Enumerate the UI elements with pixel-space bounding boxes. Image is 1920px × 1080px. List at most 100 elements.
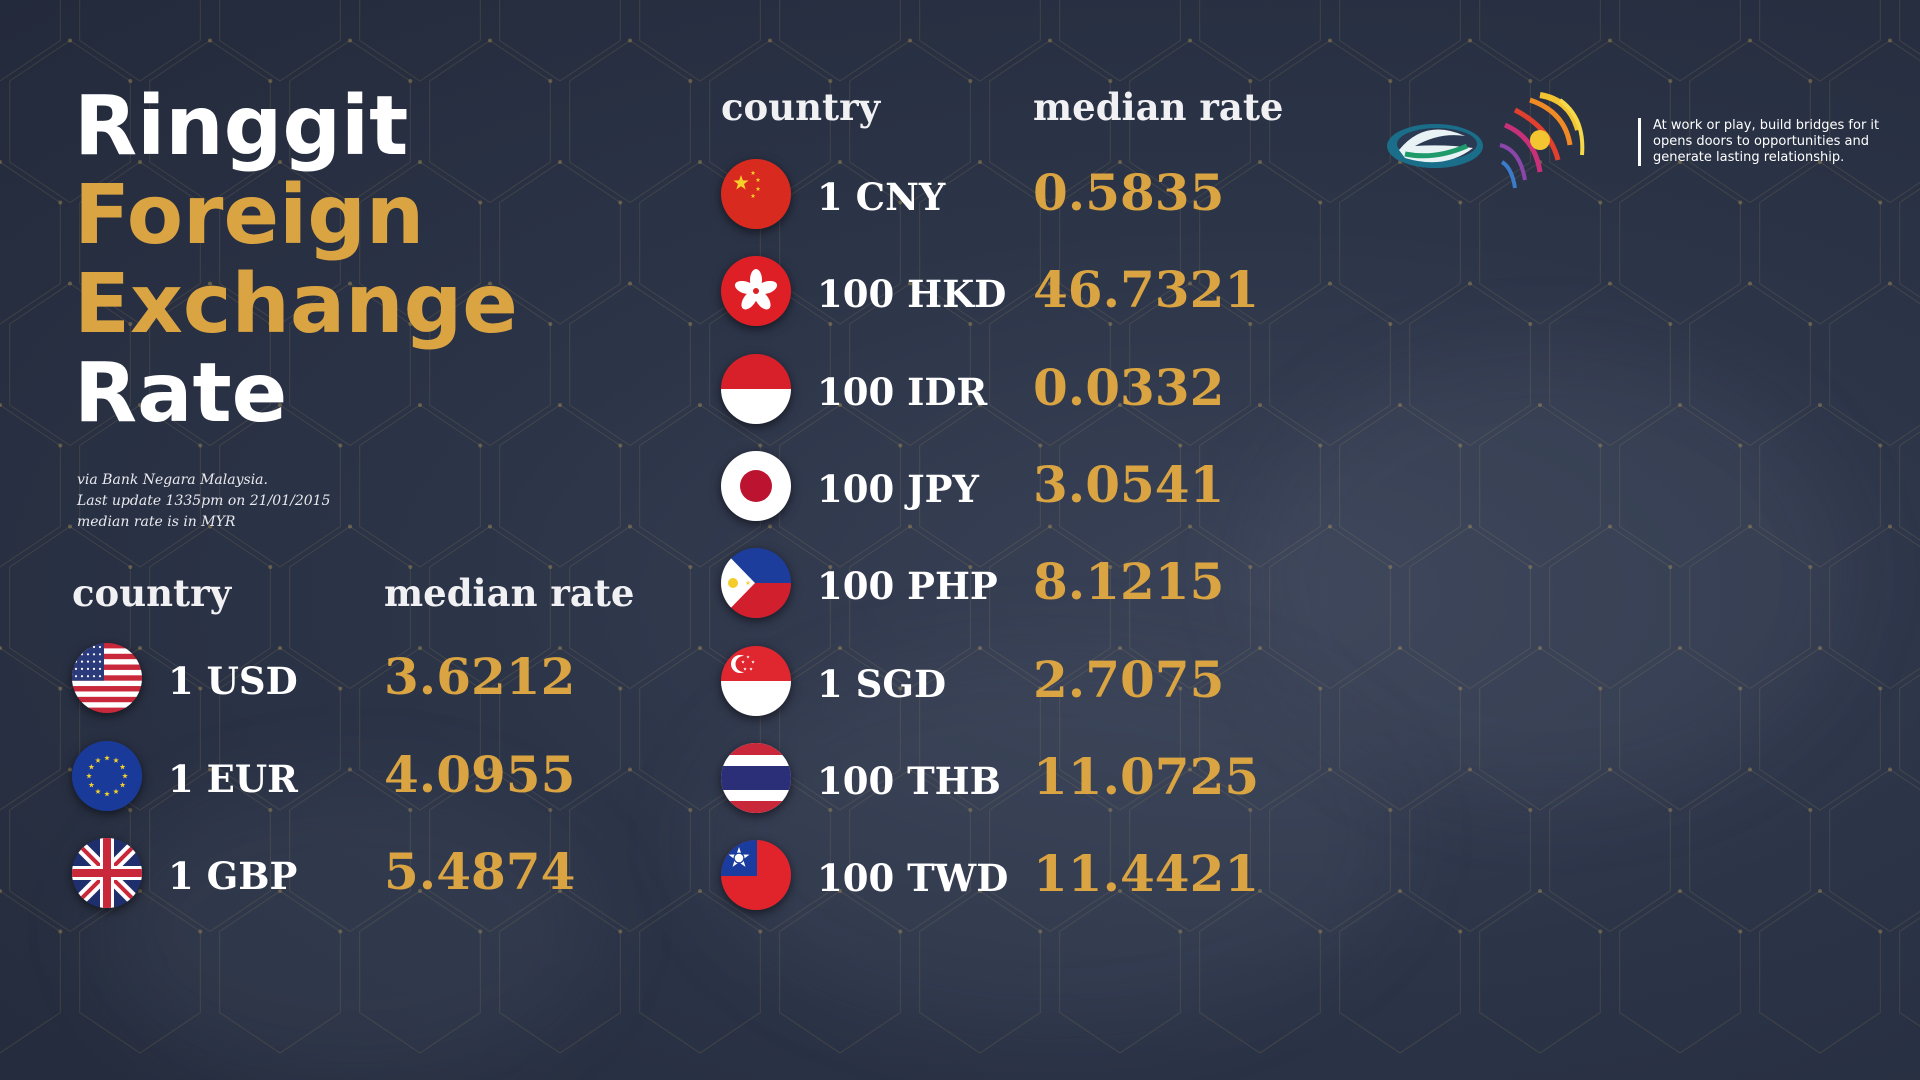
hexagon-node-dot (1048, 524, 1052, 529)
hexagon-node-dot (68, 38, 72, 43)
hexagon-node-dot (1468, 524, 1472, 529)
hexagon-node-dot (268, 322, 273, 326)
hexagon-node-dot (1178, 929, 1183, 934)
hexagon-node-dot (1388, 79, 1393, 83)
hexagon-node-dot (548, 565, 553, 569)
median-rate-value: 4.0955 (384, 744, 576, 804)
hexagon-node-dot (1678, 646, 1682, 650)
swoosh-logo-icon (1387, 124, 1483, 168)
hexagon-node-dot (768, 524, 772, 529)
hexagon-node-dot (898, 929, 903, 934)
hexagon-node-dot (1398, 403, 1402, 407)
hexagon-node-dot (688, 322, 693, 326)
hexagon-node-dot (1608, 281, 1612, 286)
hexagon-node-dot (1888, 38, 1892, 43)
hexagon-node-dot (828, 565, 833, 569)
hexagon-node-dot (978, 160, 982, 164)
hexagon-node-dot (1608, 524, 1612, 529)
right-median-rate-header: median rate (1033, 85, 1284, 129)
cloud-shape (700, 650, 1400, 1030)
hexagon-node-dot (348, 38, 352, 43)
hexagon-node-dot (1608, 38, 1612, 43)
hexagon-node-dot (1678, 889, 1682, 893)
hexagon-node-dot (968, 79, 973, 83)
hexagon-node-dot (1118, 889, 1122, 893)
hexagon-node-dot (558, 646, 562, 650)
hexagon-node-dot (338, 686, 343, 691)
median-rate-value: 3.0541 (1033, 454, 1225, 514)
hexagon-node-dot (828, 322, 833, 326)
left-median-rate-header: median rate (384, 571, 635, 615)
hexagon-node-dot (908, 524, 912, 529)
hexagon-node-dot (978, 646, 982, 650)
hexagon-node-dot (338, 929, 343, 934)
hexagon-node-dot (838, 646, 842, 650)
hexagon-node-dot (628, 281, 632, 286)
hexagon-node-dot (828, 808, 833, 812)
hexagon-node-dot (338, 200, 343, 205)
hexagon-node-dot (1388, 565, 1393, 569)
hexagon-node-dot (1888, 767, 1892, 772)
hexagon-node-dot (1108, 565, 1113, 569)
hexagon-node-dot (628, 767, 632, 772)
hexagon-node-dot (208, 767, 212, 772)
currency-label: 100 IDR (817, 369, 988, 414)
hexagon-node-dot (628, 524, 632, 529)
hexagon-node-dot (1668, 322, 1673, 326)
hexagon-node-dot (488, 281, 492, 286)
hexagon-node-dot (1748, 524, 1752, 529)
hexagon-node-dot (1188, 38, 1192, 43)
hexagon-node-dot (1468, 281, 1472, 286)
hexagon-node-dot (128, 808, 133, 812)
hexagon-node-dot (1888, 524, 1892, 529)
hexagon-node-dot (1258, 160, 1262, 164)
hexagon-node-dot (558, 889, 562, 893)
hexagon-node-dot (1678, 160, 1682, 164)
hexagon-node-dot (348, 767, 352, 772)
hexagon-node-dot (1748, 281, 1752, 286)
hexagon-node-dot (268, 565, 273, 569)
hexagon-node-dot (1818, 889, 1822, 893)
currency-label: 1 EUR (168, 756, 298, 801)
hexagon-node-dot (418, 646, 422, 650)
hexagon-node-dot (478, 200, 483, 205)
hexagon-node-dot (68, 281, 72, 286)
currency-label: 1 CNY (817, 175, 946, 219)
hexagon-node-dot (1318, 686, 1323, 691)
hexagon-node-dot (1668, 565, 1673, 569)
hexagon-node-dot (268, 79, 273, 83)
hexagon-node-dot (58, 929, 63, 934)
hexagon-node-dot (58, 200, 63, 205)
median-rate-value: 11.0725 (1033, 746, 1260, 806)
hexagon-node-dot (1328, 281, 1332, 286)
hexagon-node-dot (1808, 565, 1813, 569)
currency-label: 1 SGD (817, 661, 947, 706)
hexagon-node-dot (758, 929, 763, 934)
currency-label: 100 TWD (817, 856, 1009, 901)
hexagon-node-dot (1318, 200, 1323, 205)
hexagon-node-dot (128, 79, 133, 83)
hexagon-node-dot (278, 160, 282, 164)
hexagon-node-dot (478, 443, 483, 448)
hexagon-node-dot (1048, 281, 1052, 286)
hexagon-node-dot (1458, 686, 1463, 691)
hexagon-node-dot (838, 160, 842, 164)
hexagon-node-dot (348, 281, 352, 286)
hexagon-node-dot (978, 889, 982, 893)
hexagon-node-dot (68, 767, 72, 772)
hexagon-node-dot (198, 929, 203, 934)
hexagon-node-dot (1878, 443, 1883, 448)
hexagon-node-dot (208, 524, 212, 529)
hexagon-node-dot (58, 686, 63, 691)
cloud-shape (100, 780, 600, 1080)
hexagon-node-dot (1038, 929, 1043, 934)
hexagon-node-dot (1738, 929, 1743, 934)
hexagon-node-dot (208, 38, 212, 43)
hexagon-node-dot (1318, 443, 1323, 448)
hexagon-node-dot (978, 403, 982, 407)
median-rate-value: 3.6212 (384, 647, 576, 706)
hexagon-node-dot (138, 403, 142, 407)
eu-flag-icon (72, 740, 142, 811)
hk-flag-icon (721, 256, 791, 327)
hexagon-node-dot (908, 767, 912, 772)
